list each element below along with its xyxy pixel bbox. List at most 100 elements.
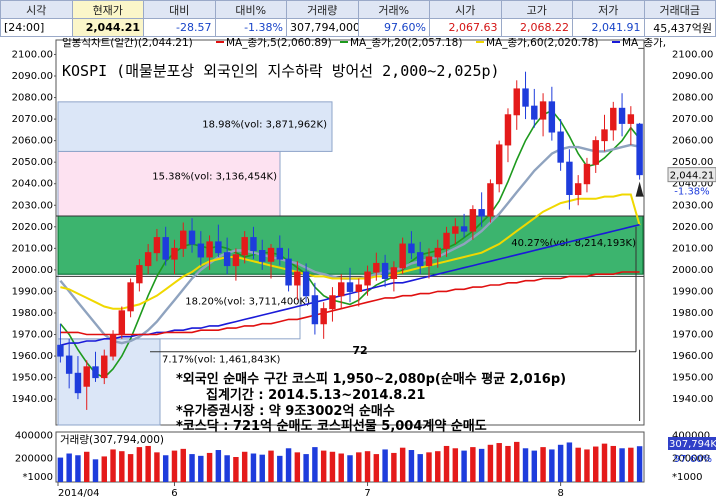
volume-bar [162, 455, 169, 482]
price-tag-value: 2,044.21 [670, 171, 715, 182]
volume-bar [233, 457, 239, 482]
volume-bar [373, 454, 380, 482]
candle-body [557, 131, 564, 163]
volume-bar [285, 448, 292, 482]
value-low: 2,041.91 [572, 18, 645, 37]
legend-ma60: MA_종가,60(2,020.78) [486, 38, 598, 49]
candle-body [504, 114, 512, 146]
y-tick-right: 1940.00 [672, 394, 713, 405]
y-tick-left: 2050.00 [12, 157, 53, 168]
volume-bar [215, 450, 222, 482]
candle-body [478, 209, 485, 217]
y-tick-left: 1980.00 [12, 308, 53, 319]
volume-bar [338, 453, 344, 482]
candle-body [171, 247, 178, 260]
date-tick-label: 2014/04 [58, 488, 100, 499]
candle-body [364, 271, 371, 286]
label-open: 시가 [429, 0, 502, 19]
volume-bar [531, 450, 538, 482]
volume-tick-left: 200000 [15, 454, 53, 465]
volume-tick-left: 400000 [15, 430, 53, 441]
label-price: 현재가 [71, 0, 144, 19]
candle-body [566, 161, 573, 195]
volume-bar [268, 450, 274, 482]
volume-bar [399, 447, 406, 482]
candle-body [215, 241, 222, 254]
volume-tick-right: 200000 [672, 454, 710, 465]
y-tick-right: 2100.00 [672, 49, 713, 60]
note-line-1: *외국인 순매수 구간 코스피 1,950~2,080p(순매수 평균 2,01… [176, 372, 567, 387]
band-label: 40.27%(vol: 8,214,193K) [511, 238, 636, 249]
candle-body [320, 308, 327, 325]
label-change-pct: 대비% [214, 0, 287, 19]
candle-body [118, 310, 126, 336]
y-tick-right: 2090.00 [672, 71, 713, 82]
candle-body [531, 105, 538, 120]
candle-body [601, 129, 608, 142]
y-tick-left: 2100.00 [12, 49, 53, 60]
note-line-2: 집계기간 : 2014.5.13~2014.8.21 [206, 388, 426, 403]
volume-bar [259, 454, 265, 482]
candle-body [469, 209, 477, 232]
date-tick-label: 6 [171, 488, 177, 499]
candle-body [583, 163, 591, 185]
value-change: -28.57 [143, 18, 216, 37]
ma-line [60, 271, 640, 336]
candle-body [153, 237, 161, 254]
y-tick-left: 1940.00 [12, 394, 53, 405]
y-tick-left: 2070.00 [12, 114, 53, 125]
note-line-4: *코스닥 : 721억 순매도 코스피선물 5,004계약 순매도 [176, 419, 487, 434]
quote-header: 시각 현재가 대비 대비% 거래량 거래% 시가 고가 저가 거래대금 [24:… [0, 0, 716, 38]
candle-body [127, 282, 134, 312]
y-tick-left: 1970.00 [12, 330, 53, 341]
volume-bar [250, 453, 257, 482]
candle-body [188, 230, 196, 245]
volume-bar [224, 455, 230, 482]
y-tick-right: 1950.00 [672, 373, 713, 384]
candle-body [338, 282, 345, 297]
candle-body [381, 262, 389, 280]
value-price: 2,044.21 [71, 18, 144, 37]
volume-bar [628, 447, 634, 482]
volume-bar [382, 449, 388, 482]
candle-body [487, 183, 494, 217]
volume-bar [83, 451, 90, 482]
volume-bar [329, 451, 336, 482]
volume-profile-band [57, 338, 161, 426]
volume-bar [443, 445, 450, 482]
candle-body [548, 101, 556, 133]
candle-body [276, 247, 284, 260]
candle-body [636, 123, 643, 176]
candle-body [162, 237, 169, 260]
volume-bar [584, 449, 590, 482]
volume-tag-pct: 97.60% [674, 454, 712, 465]
label-change: 대비 [143, 0, 216, 19]
band-label: 18.20%(vol: 3,711,400K) [185, 296, 310, 307]
volume-bar [566, 442, 573, 482]
volume-bar [426, 452, 432, 482]
value-volume-pct: 97.60% [357, 18, 430, 37]
volume-bar [364, 451, 371, 482]
candle-body [223, 252, 231, 267]
y-tick-left: 2040.00 [12, 179, 53, 190]
volume-bar [110, 449, 116, 482]
candle-body [259, 250, 266, 262]
volume-tag-box [668, 437, 716, 450]
volume-bar [312, 447, 318, 482]
volume-bar [101, 456, 107, 482]
candle-body [92, 366, 99, 379]
candlestick-chart[interactable]: 7.17%(vol: 1,461,843K) 18.20%(vol: 3,711,… [0, 38, 716, 500]
legend-main: 일봉식차트(일간)(2,044.21) [62, 38, 193, 49]
y-tick-right: 2080.00 [672, 93, 713, 104]
volume-bar [601, 443, 608, 482]
candle-body [206, 241, 213, 258]
volume-bar [575, 447, 581, 482]
volume-bar [522, 448, 529, 482]
volume-bar [154, 452, 160, 482]
y-tick-left: 2060.00 [12, 136, 53, 147]
price-tag-pct: -1.38% [674, 187, 709, 198]
volume-bar [610, 445, 617, 482]
candle-body [408, 243, 415, 254]
y-tick-left: 2030.00 [12, 200, 53, 211]
volume-bar [356, 452, 362, 482]
